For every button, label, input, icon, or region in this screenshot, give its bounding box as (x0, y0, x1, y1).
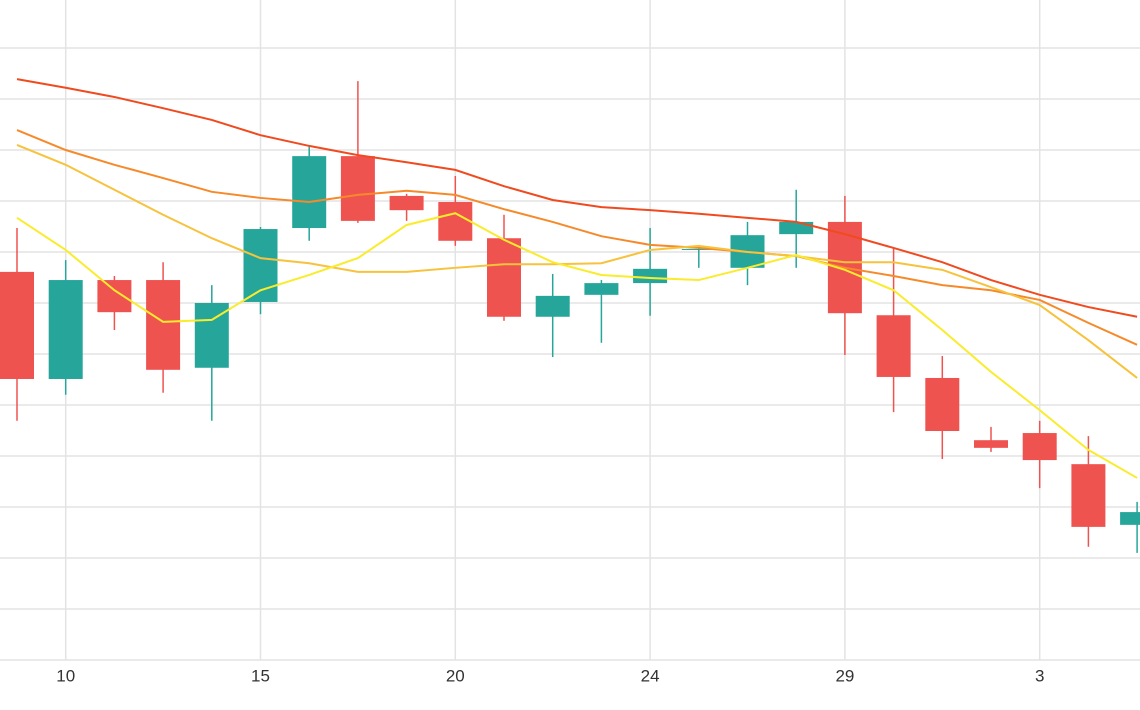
candle-body (146, 280, 181, 370)
x-tick-label: 10 (56, 666, 75, 685)
candle-body (876, 315, 911, 377)
moving-average-line (16, 143, 1138, 379)
candle-body (48, 280, 83, 379)
candle-body (292, 156, 327, 229)
moving-average-line (16, 129, 1138, 346)
candle-body (633, 268, 668, 284)
candle-body (925, 377, 960, 432)
candle-body (584, 283, 619, 295)
x-tick-label: 15 (251, 666, 270, 685)
candle-body (97, 280, 132, 313)
candle-body (1071, 464, 1106, 527)
candle-body (1120, 512, 1140, 525)
x-tick-label: 20 (446, 666, 465, 685)
candle-body (0, 271, 34, 379)
moving-average-line (16, 78, 1138, 318)
candle-body (681, 248, 716, 250)
candle-body (1022, 433, 1057, 461)
candle-body (438, 202, 473, 241)
candle-body (779, 221, 814, 235)
candle-body (389, 195, 424, 211)
candle-body (487, 238, 521, 317)
x-tick-label: 3 (1035, 666, 1044, 685)
moving-average-line (16, 212, 1138, 479)
candle-body (974, 440, 1008, 448)
candle-body (535, 295, 570, 317)
x-tick-label: 24 (641, 666, 660, 685)
candle-body (340, 156, 375, 221)
x-tick-label: 29 (835, 666, 854, 685)
